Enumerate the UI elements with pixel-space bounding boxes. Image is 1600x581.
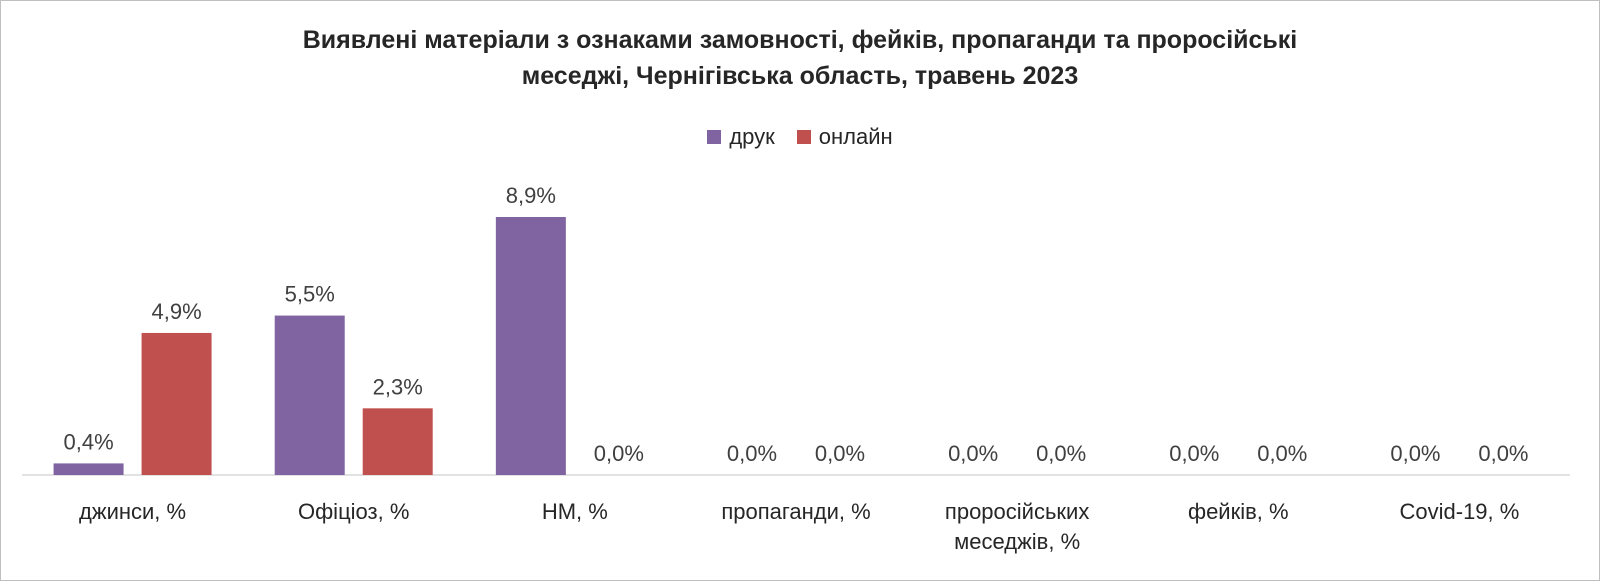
data-label-online-0: 4,9% bbox=[151, 299, 201, 324]
data-label-print-5: 0,0% bbox=[1169, 441, 1219, 466]
chart-legend: друк онлайн bbox=[0, 124, 1600, 150]
data-label-online-4: 0,0% bbox=[1036, 441, 1086, 466]
bar-online-1 bbox=[362, 408, 433, 475]
legend-label-online: онлайн bbox=[818, 124, 893, 149]
bar-print-0 bbox=[53, 463, 124, 475]
category-label-5: фейків, % bbox=[1138, 497, 1338, 527]
data-label-print-0: 0,4% bbox=[63, 429, 113, 454]
bar-print-1 bbox=[274, 315, 345, 475]
category-label-line: Covid-19, % bbox=[1399, 499, 1520, 524]
legend-label-print: друк bbox=[729, 124, 775, 149]
data-label-online-3: 0,0% bbox=[815, 441, 865, 466]
category-label-6: Covid-19, % bbox=[1359, 497, 1559, 527]
category-label-4: проросійських меседжів, % bbox=[917, 497, 1117, 557]
category-label-line: пропаганди, % bbox=[721, 499, 871, 524]
data-label-print-3: 0,0% bbox=[727, 441, 777, 466]
chart-title: Виявлені матеріали з ознаками замовності… bbox=[0, 22, 1600, 94]
data-label-online-1: 2,3% bbox=[373, 374, 423, 399]
data-label-online-5: 0,0% bbox=[1257, 441, 1307, 466]
chart-title-line-2: меседжі, Чернігівська область, травень 2… bbox=[521, 62, 1079, 90]
data-label-online-2: 0,0% bbox=[594, 441, 644, 466]
legend-swatch-print bbox=[707, 130, 722, 144]
category-label-line: фейків, % bbox=[1187, 499, 1289, 524]
data-label-print-6: 0,0% bbox=[1390, 441, 1440, 466]
data-label-print-4: 0,0% bbox=[948, 441, 998, 466]
legend-item-print: друк bbox=[707, 124, 775, 150]
data-label-print-2: 8,9% bbox=[506, 183, 556, 208]
bar-online-0 bbox=[141, 332, 212, 475]
category-label-1: Офіціоз, % bbox=[254, 497, 454, 527]
category-label-3: пропаганди, % bbox=[696, 497, 896, 527]
data-label-print-1: 5,5% bbox=[285, 282, 335, 307]
legend-item-online: онлайн bbox=[796, 124, 893, 150]
category-label-line: меседжів, % bbox=[954, 529, 1081, 554]
bar-print-2 bbox=[495, 217, 566, 475]
category-label-line: НМ, % bbox=[541, 499, 608, 524]
data-label-online-6: 0,0% bbox=[1478, 441, 1528, 466]
category-label-line: джинси, % bbox=[79, 499, 187, 524]
legend-swatch-online bbox=[796, 130, 811, 144]
category-label-0: джинси, % bbox=[33, 497, 233, 527]
category-label-line: проросійських bbox=[944, 499, 1090, 524]
category-label-2: НМ, % bbox=[475, 497, 675, 527]
chart-title-line-1: Виявлені матеріали з ознаками замовності… bbox=[302, 26, 1298, 54]
category-label-line: Офіціоз, % bbox=[297, 499, 410, 524]
